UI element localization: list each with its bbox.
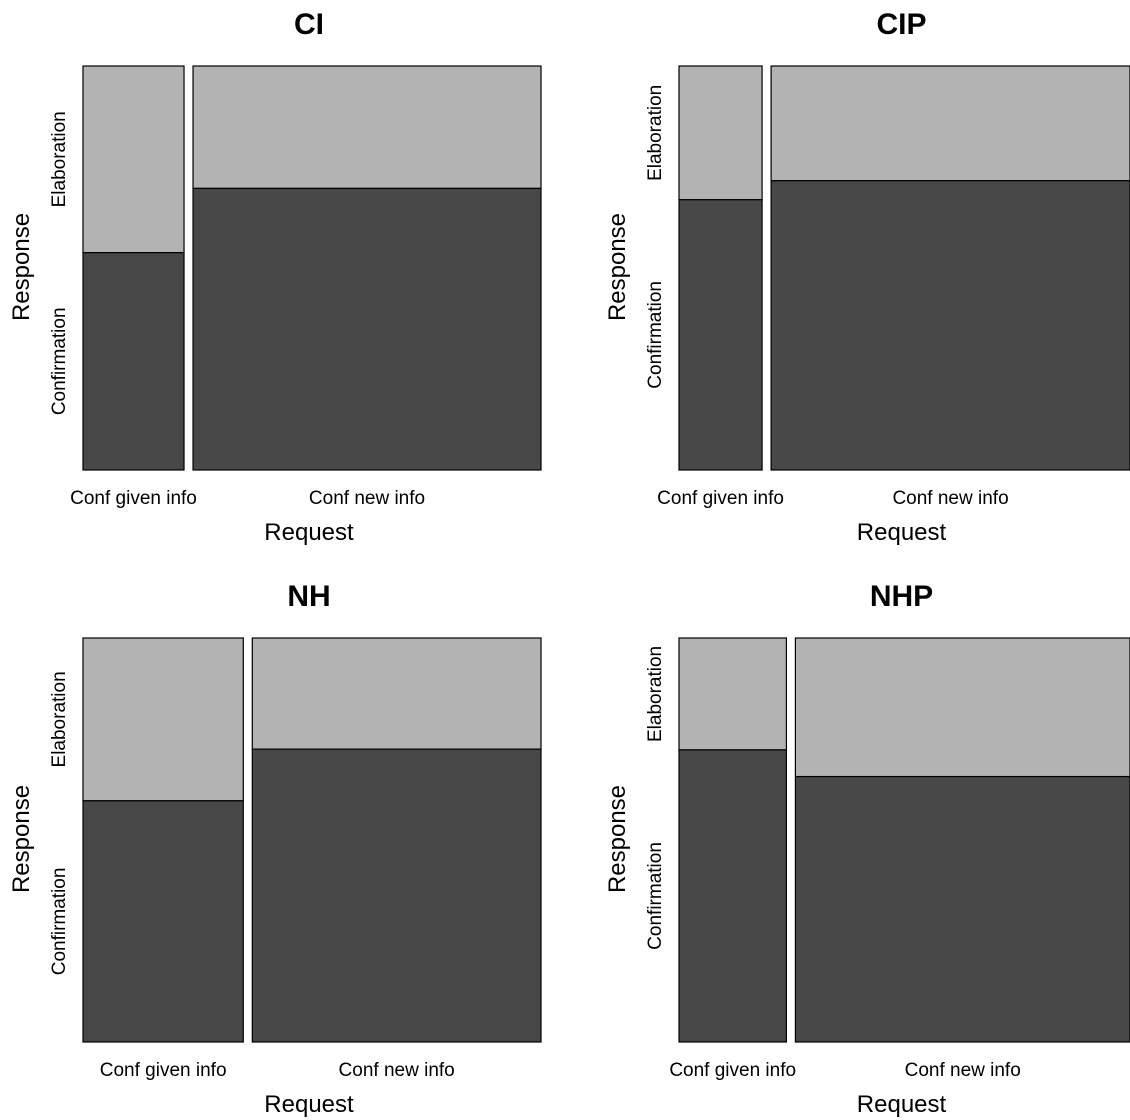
tile-conf-given-info-confirmation [82,252,185,471]
panel-title: NHP [870,580,933,613]
x-tick-label: Conf new info [339,1060,455,1081]
x-tick-label: Conf given info [100,1060,227,1081]
tile-conf-given-info-elaboration [678,637,788,751]
x-axis-title: Request [857,519,947,546]
x-tick-label: Conf new info [892,488,1008,509]
y-level-label-elaboration: Elaboration [49,111,70,207]
tile-conf-new-info-confirmation [794,775,1130,1043]
tile-conf-given-info-confirmation [678,749,788,1043]
tile-conf-given-info-elaboration [678,65,763,201]
panel-title: CI [294,8,324,41]
y-level-label-elaboration: Elaboration [645,646,666,742]
x-tick-label: Conf new info [309,488,425,509]
y-level-label-elaboration: Elaboration [49,671,70,767]
y-axis-title: Response [8,213,35,321]
y-level-label-confirmation: Confirmation [49,307,70,415]
tile-conf-given-info-confirmation [678,199,763,471]
panel-ci: CI Conf given info Conf new info Request Res… [8,8,542,546]
x-axis-title: Request [264,519,354,546]
x-tick-label: Conf given info [657,488,784,509]
panel-title: CIP [876,8,926,41]
x-tick-label: Conf given info [70,488,197,509]
tile-conf-given-info-elaboration [82,637,244,802]
tile-conf-given-info-confirmation [82,800,244,1043]
x-axis-title: Request [857,1091,947,1118]
x-axis-title: Request [264,1091,354,1118]
y-level-label-confirmation: Confirmation [49,868,70,976]
y-level-label-confirmation: Confirmation [645,281,666,389]
panel-nh: NH Conf given info Conf new info Request Res… [8,580,542,1118]
tile-conf-new-info-confirmation [251,748,542,1043]
panel-cip: CIP Conf given info Conf new info Request Re… [604,8,1130,546]
tile-conf-new-info-elaboration [770,65,1130,182]
tile-conf-new-info-confirmation [770,180,1130,471]
panel-nhp: NHP Conf given info Conf new info Request Re… [604,580,1130,1118]
panel-title: NH [287,580,330,613]
x-tick-label: Conf new info [905,1060,1021,1081]
tile-conf-new-info-confirmation [192,187,542,471]
y-level-label-confirmation: Confirmation [645,842,666,950]
tile-conf-new-info-elaboration [794,637,1130,778]
y-axis-title: Response [8,785,35,893]
y-level-label-elaboration: Elaboration [645,85,666,181]
tile-conf-new-info-elaboration [192,65,542,190]
tile-conf-given-info-elaboration [82,65,185,254]
y-axis-title: Response [604,785,631,893]
tile-conf-new-info-elaboration [251,637,542,750]
x-tick-label: Conf given info [669,1060,796,1081]
y-axis-title: Response [604,213,631,321]
